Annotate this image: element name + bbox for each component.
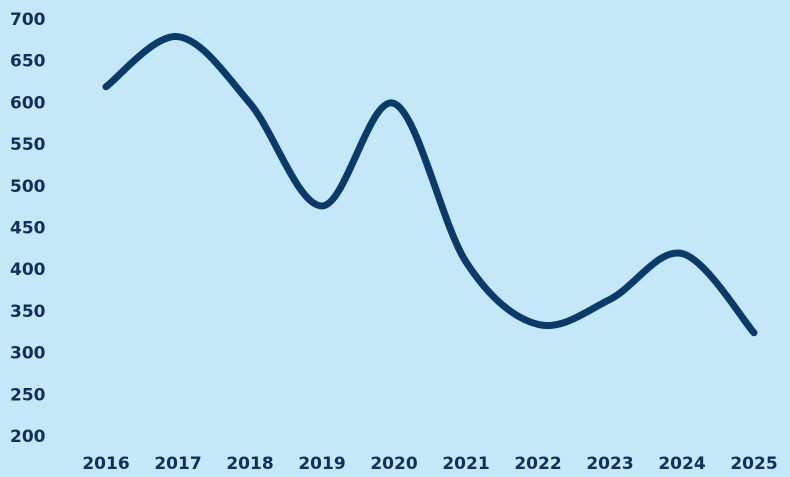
y-tick-label: 450 [10, 219, 46, 239]
x-tick-label: 2024 [658, 454, 705, 474]
y-tick-label: 550 [10, 135, 46, 155]
series-line [102, 33, 758, 337]
y-axis-ticks: 700 650 600 550 500 450 400 350 300 250 200 [10, 10, 46, 447]
x-tick-label: 2022 [514, 454, 561, 474]
x-tick-label: 2017 [154, 454, 201, 474]
x-axis-ticks: 2016 2017 2018 2019 2020 2021 2022 2023 2024 2025 [82, 454, 777, 474]
y-tick-label: 600 [10, 93, 46, 113]
x-tick-label: 2020 [370, 454, 417, 474]
y-tick-label: 400 [10, 260, 46, 280]
x-tick-label: 2016 [82, 454, 129, 474]
y-tick-label: 500 [10, 177, 46, 197]
x-tick-label: 2023 [586, 454, 633, 474]
x-tick-label: 2018 [226, 454, 273, 474]
x-tick-label: 2021 [442, 454, 489, 474]
y-tick-label: 250 [10, 385, 46, 405]
y-tick-label: 300 [10, 344, 46, 364]
y-tick-label: 650 [10, 52, 46, 72]
y-tick-label: 200 [10, 427, 46, 447]
y-tick-label: 700 [10, 10, 46, 30]
y-tick-label: 350 [10, 302, 46, 322]
x-tick-label: 2025 [730, 454, 777, 474]
x-tick-label: 2019 [298, 454, 345, 474]
series-group [102, 33, 758, 337]
